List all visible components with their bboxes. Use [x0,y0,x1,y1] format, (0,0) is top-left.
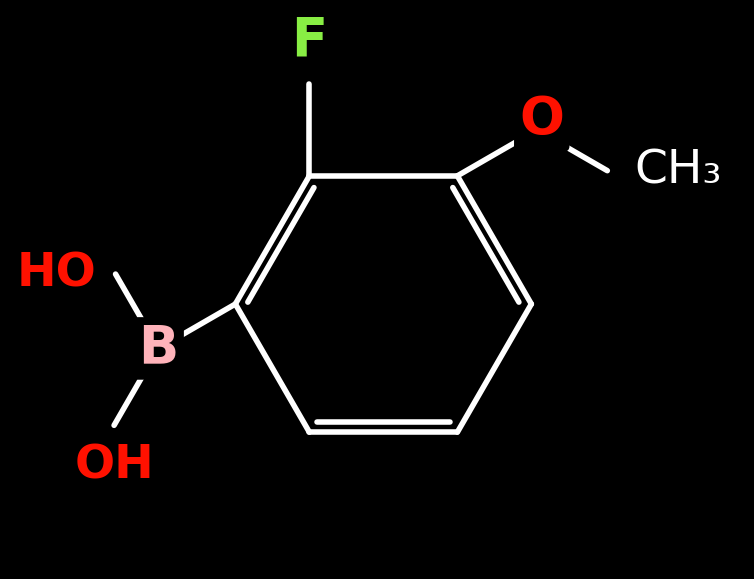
Text: B: B [138,323,179,375]
Text: CH₃: CH₃ [635,148,722,193]
Text: F: F [291,14,327,67]
Text: OH: OH [74,443,154,488]
Text: O: O [520,94,564,146]
Text: HO: HO [16,252,96,296]
